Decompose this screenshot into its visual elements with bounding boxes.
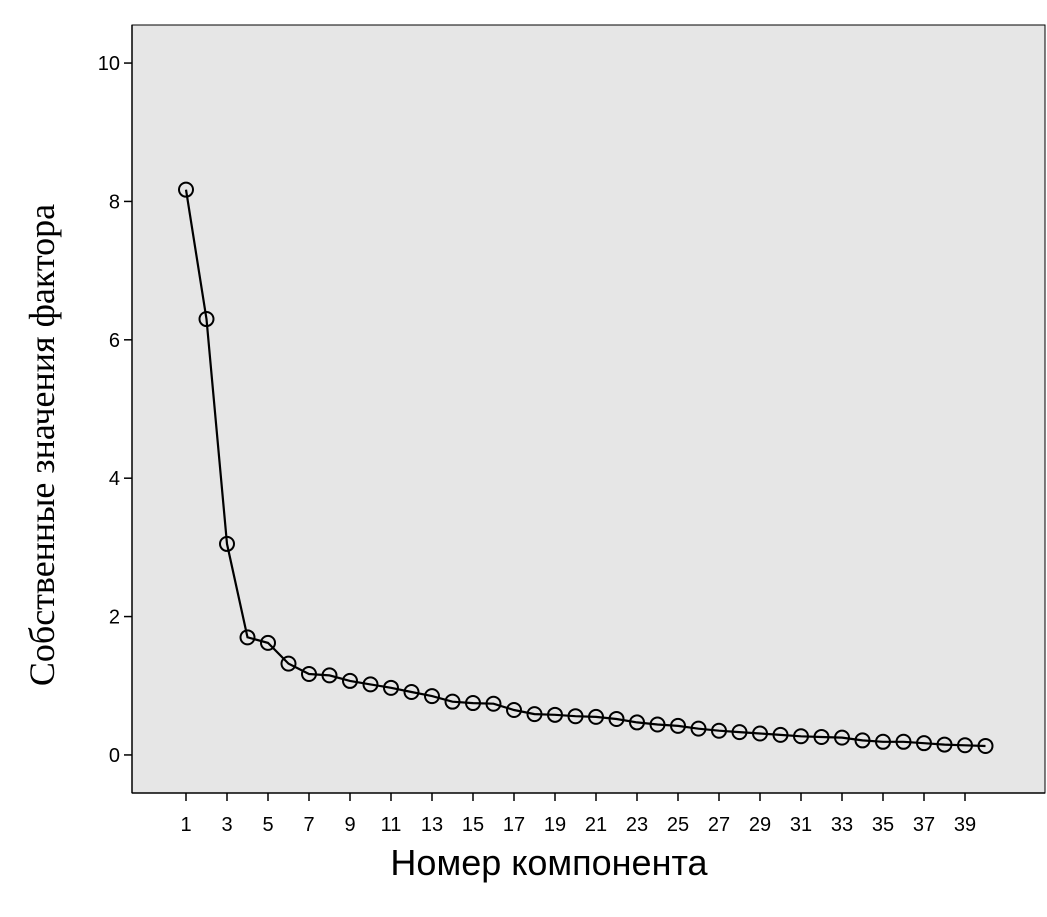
data-point <box>957 737 973 754</box>
data-point <box>198 311 215 328</box>
x-tick-label: 37 <box>913 814 935 836</box>
data-point <box>301 665 317 682</box>
data-point <box>854 732 871 749</box>
data-point <box>608 710 625 727</box>
data-point <box>506 701 522 718</box>
x-tick-label: 9 <box>344 814 355 836</box>
x-tick-label: 11 <box>381 814 402 836</box>
x-tick-label: 35 <box>872 814 894 836</box>
data-point <box>239 629 256 646</box>
x-tick-label: 17 <box>503 814 525 836</box>
data-point <box>403 683 420 700</box>
x-tick-label: 19 <box>544 814 566 836</box>
data-point <box>588 708 604 725</box>
x-tick-label: 23 <box>626 814 648 836</box>
y-axis-label: Собственные значения фактора <box>22 203 62 687</box>
x-tick-label: 29 <box>749 814 771 836</box>
data-point <box>711 722 727 739</box>
y-tick-label: 6 <box>109 330 120 352</box>
data-point <box>895 733 912 750</box>
x-tick-label: 15 <box>462 814 484 836</box>
data-point <box>670 717 686 734</box>
x-tick-label: 39 <box>954 814 976 836</box>
data-point <box>342 672 358 689</box>
data-point <box>629 714 645 731</box>
x-tick-label: 21 <box>585 814 607 836</box>
data-point <box>834 729 850 746</box>
y-tick-label: 4 <box>109 468 120 490</box>
data-point <box>793 728 809 745</box>
x-tick-label: 25 <box>667 814 689 836</box>
series-line <box>184 189 986 748</box>
data-point <box>690 720 707 737</box>
data-point <box>485 695 502 712</box>
data-point <box>178 181 194 198</box>
data-point <box>321 667 338 684</box>
x-tick-label: 1 <box>180 814 191 836</box>
data-point <box>444 693 461 710</box>
data-point <box>977 737 994 754</box>
data-point <box>772 726 789 743</box>
data-point <box>526 706 543 723</box>
data-point <box>875 733 891 750</box>
x-tick-label: 13 <box>421 814 443 836</box>
data-point <box>813 728 830 745</box>
data-point <box>362 676 379 693</box>
data-point <box>219 535 235 552</box>
data-point <box>916 735 932 752</box>
data-point <box>383 679 399 696</box>
x-tick-label: 27 <box>708 814 730 836</box>
x-tick-label: 7 <box>303 814 314 836</box>
data-point <box>260 634 276 651</box>
data-point <box>649 716 666 733</box>
data-point <box>547 706 563 723</box>
y-tick-label: 0 <box>109 745 120 767</box>
y-tick-label: 2 <box>109 607 120 629</box>
data-point <box>731 724 748 741</box>
x-tick-label: 31 <box>790 814 812 836</box>
x-axis-label: Номер компонента <box>390 842 708 883</box>
x-tick-label: 33 <box>831 814 853 836</box>
x-tick-label: 5 <box>262 814 273 836</box>
x-tick-label: 3 <box>221 814 232 836</box>
data-point <box>465 695 481 712</box>
data-point <box>567 708 584 725</box>
y-tick-label: 8 <box>109 191 120 213</box>
data-point <box>752 725 768 742</box>
y-tick-label: 10 <box>98 53 120 75</box>
data-point <box>936 736 953 753</box>
data-point <box>424 688 440 705</box>
data-point <box>280 655 297 672</box>
plot-area <box>131 24 1046 794</box>
